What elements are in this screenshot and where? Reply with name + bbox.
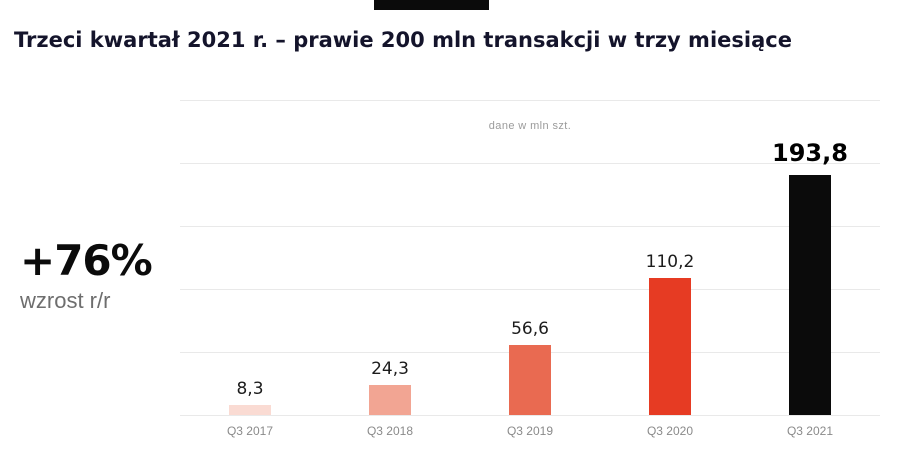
bar-column: 110,2 Q3 2020 <box>600 100 740 438</box>
bar-value-label: 24,3 <box>371 359 409 379</box>
bar-column: 193,8 Q3 2021 <box>740 100 880 438</box>
bar <box>229 405 271 415</box>
gridline <box>180 289 880 290</box>
gridline <box>180 163 880 164</box>
bar-column: 56,6 Q3 2019 <box>460 100 600 438</box>
logo-bar <box>374 0 489 10</box>
bar <box>369 385 411 415</box>
bar-value-label: 8,3 <box>236 379 264 399</box>
bar <box>789 175 831 415</box>
growth-percentage: +76% <box>20 236 153 285</box>
gridline <box>180 415 880 416</box>
page-title: Trzeci kwartał 2021 r. – prawie 200 mln … <box>14 28 792 52</box>
bar <box>509 345 551 415</box>
bar-value-label: 56,6 <box>511 319 549 339</box>
bar-column: 24,3 Q3 2018 <box>320 100 460 438</box>
chart-subtitle: dane w mln szt. <box>488 120 572 132</box>
bar-value-label: 193,8 <box>772 139 848 167</box>
gridline <box>180 100 880 101</box>
growth-highlight: +76% wzrost r/r <box>20 240 180 314</box>
bar-column: 8,3 Q3 2017 <box>180 100 320 438</box>
x-axis-label: Q3 2017 <box>226 424 274 438</box>
bar-chart: dane w mln szt. 8,3 Q3 2017 24,3 Q3 2018 56,… <box>180 100 880 438</box>
bar-value-label: 110,2 <box>645 252 695 272</box>
bar <box>649 278 691 415</box>
x-axis-label: Q3 2020 <box>646 424 694 438</box>
x-axis-label: Q3 2019 <box>506 424 554 438</box>
x-axis-label: Q3 2018 <box>366 424 414 438</box>
growth-label: wzrost r/r <box>20 288 111 313</box>
bar-group: 8,3 Q3 2017 24,3 Q3 2018 56,6 Q3 2019 110,2 Q3 … <box>180 100 880 438</box>
gridline <box>180 226 880 227</box>
x-axis-label: Q3 2021 <box>786 424 834 438</box>
